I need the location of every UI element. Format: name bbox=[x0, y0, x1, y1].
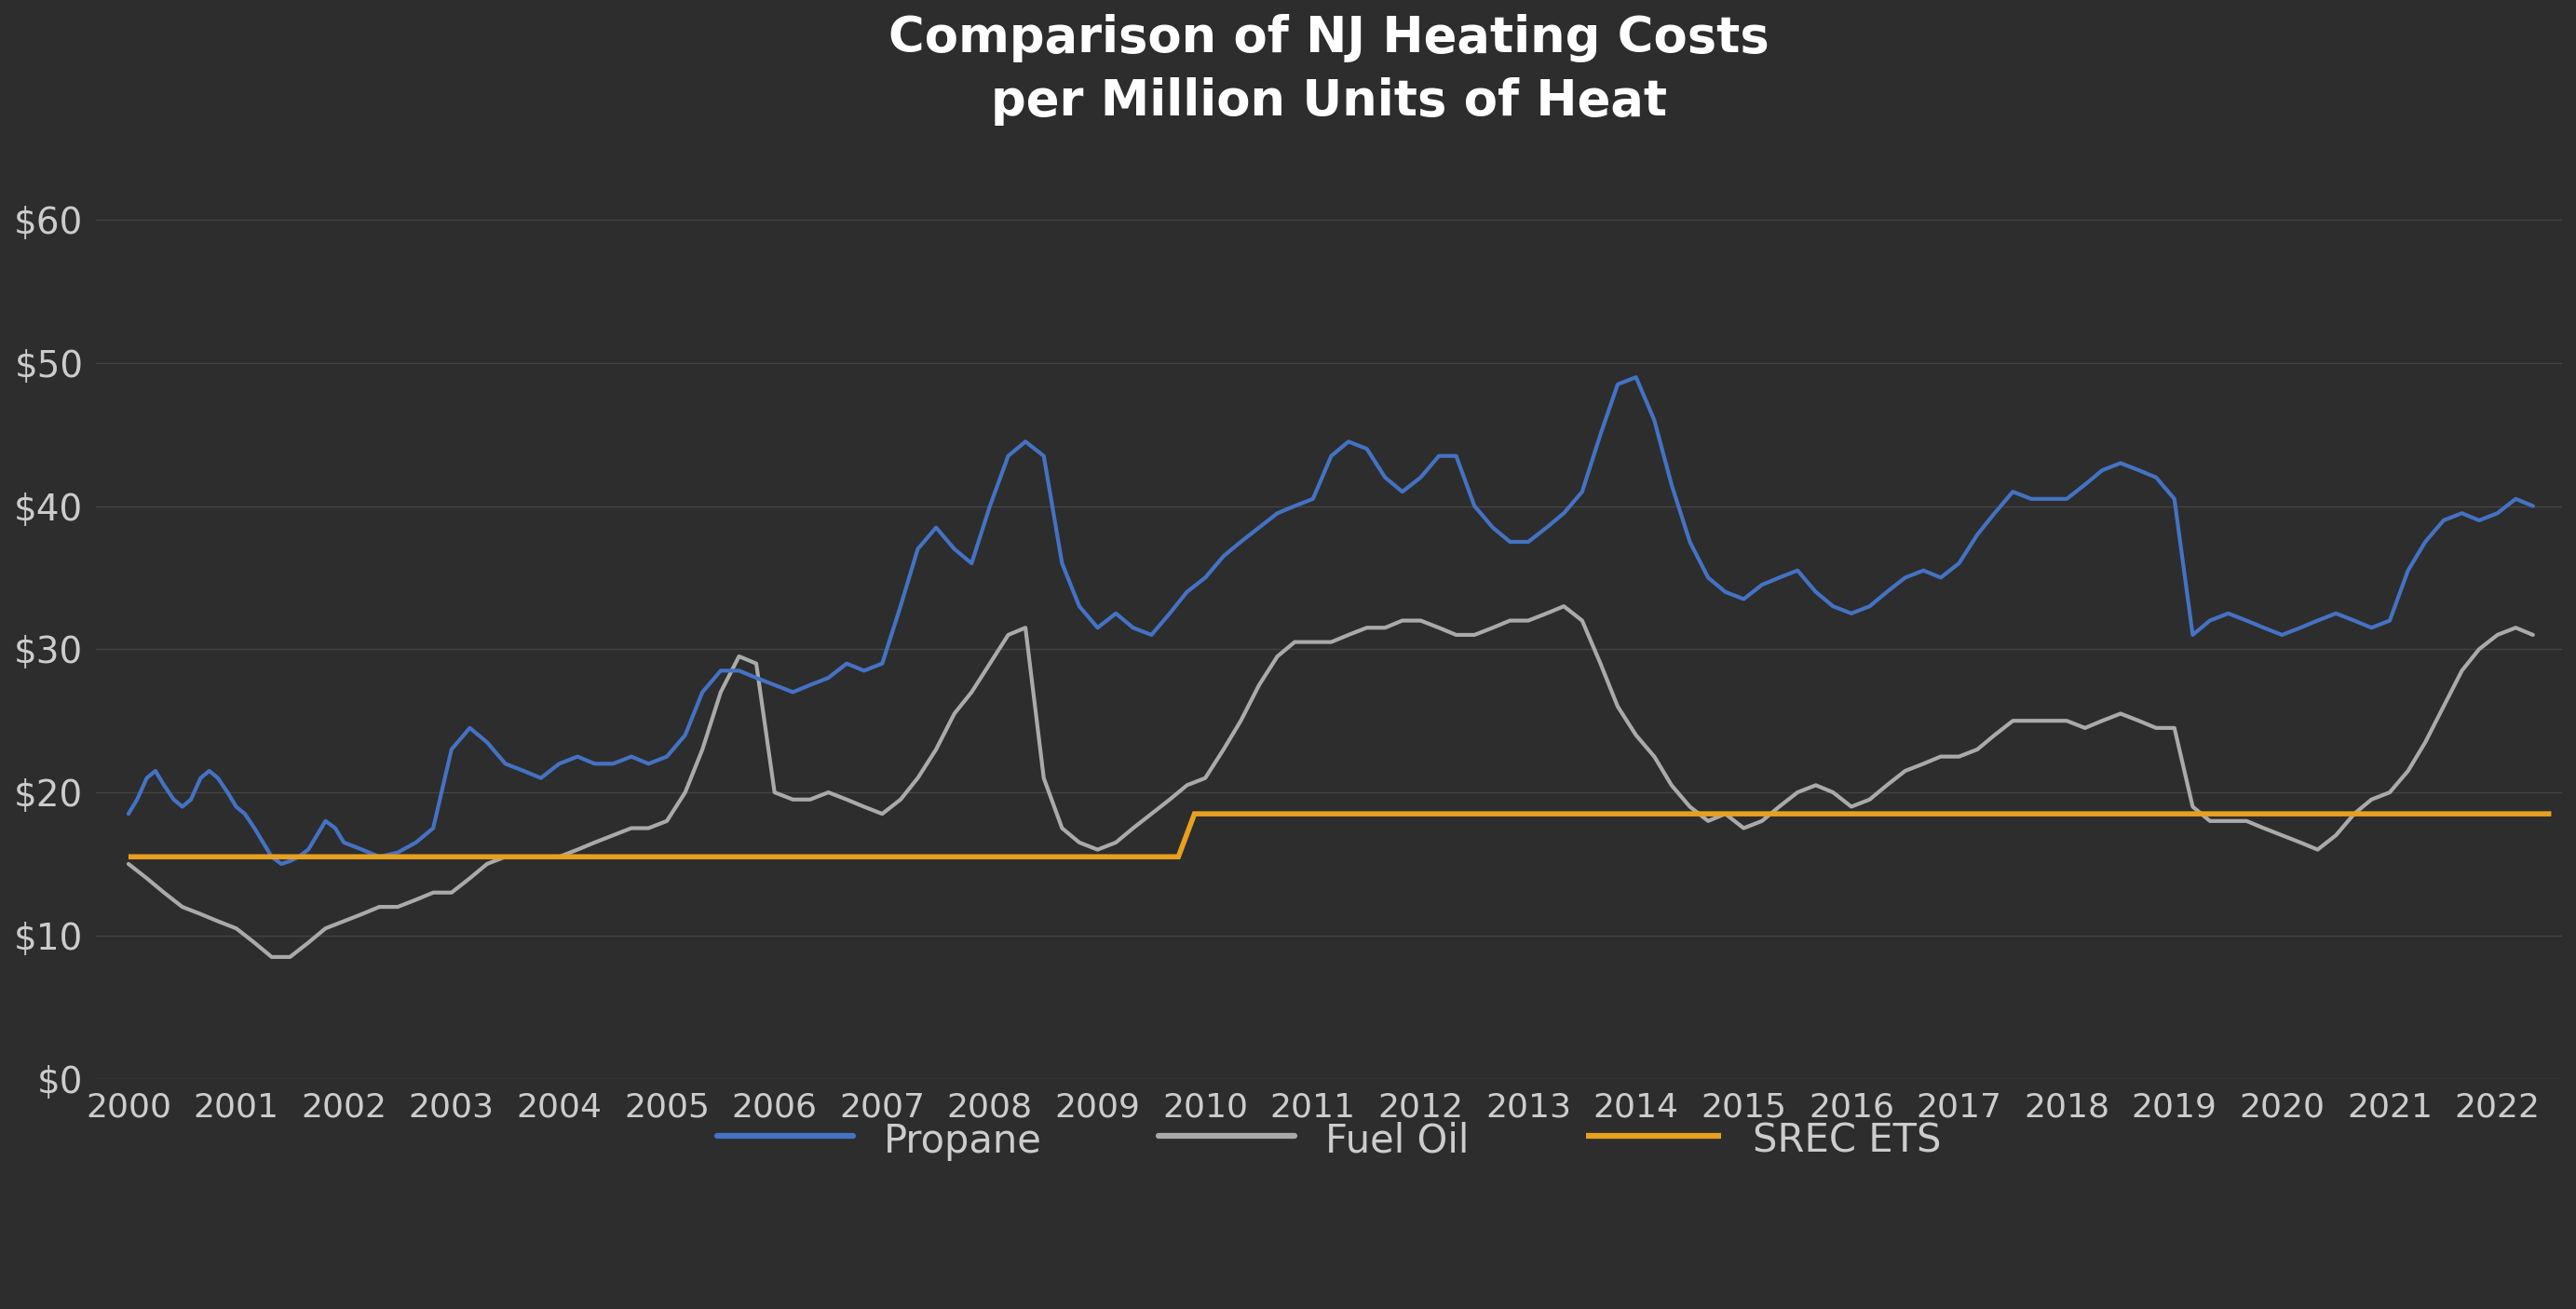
Propane bbox=[1747, 577, 1777, 593]
Line: Fuel Oil: Fuel Oil bbox=[129, 606, 2532, 957]
SREC ETS bbox=[113, 850, 144, 865]
Fuel Oil bbox=[1494, 613, 1525, 628]
Legend: Propane, Fuel Oil, SREC ETS: Propane, Fuel Oil, SREC ETS bbox=[698, 1100, 1960, 1181]
Fuel Oil bbox=[1404, 613, 1435, 628]
SREC ETS bbox=[1180, 806, 1211, 822]
Propane bbox=[1996, 484, 2027, 500]
Line: SREC ETS: SREC ETS bbox=[129, 814, 2550, 857]
Fuel Oil bbox=[2393, 763, 2424, 779]
Propane bbox=[113, 806, 144, 822]
SREC ETS bbox=[1162, 850, 1193, 865]
Fuel Oil bbox=[1870, 778, 1901, 793]
Title: Comparison of NJ Heating Costs
per Million Units of Heat: Comparison of NJ Heating Costs per Milli… bbox=[889, 14, 1770, 126]
Propane bbox=[1963, 526, 1994, 542]
Propane bbox=[616, 749, 647, 764]
Propane bbox=[1620, 369, 1651, 385]
Line: Propane: Propane bbox=[129, 377, 2532, 864]
Fuel Oil bbox=[2517, 627, 2548, 643]
SREC ETS bbox=[1190, 806, 1221, 822]
Propane bbox=[265, 856, 296, 872]
Fuel Oil bbox=[255, 949, 286, 965]
SREC ETS bbox=[2535, 806, 2566, 822]
Propane bbox=[2517, 499, 2548, 514]
Propane bbox=[1352, 441, 1383, 457]
Propane bbox=[760, 677, 791, 692]
Fuel Oil bbox=[688, 742, 719, 758]
Fuel Oil bbox=[113, 856, 144, 872]
Fuel Oil bbox=[1548, 598, 1579, 614]
Fuel Oil bbox=[2231, 813, 2262, 829]
